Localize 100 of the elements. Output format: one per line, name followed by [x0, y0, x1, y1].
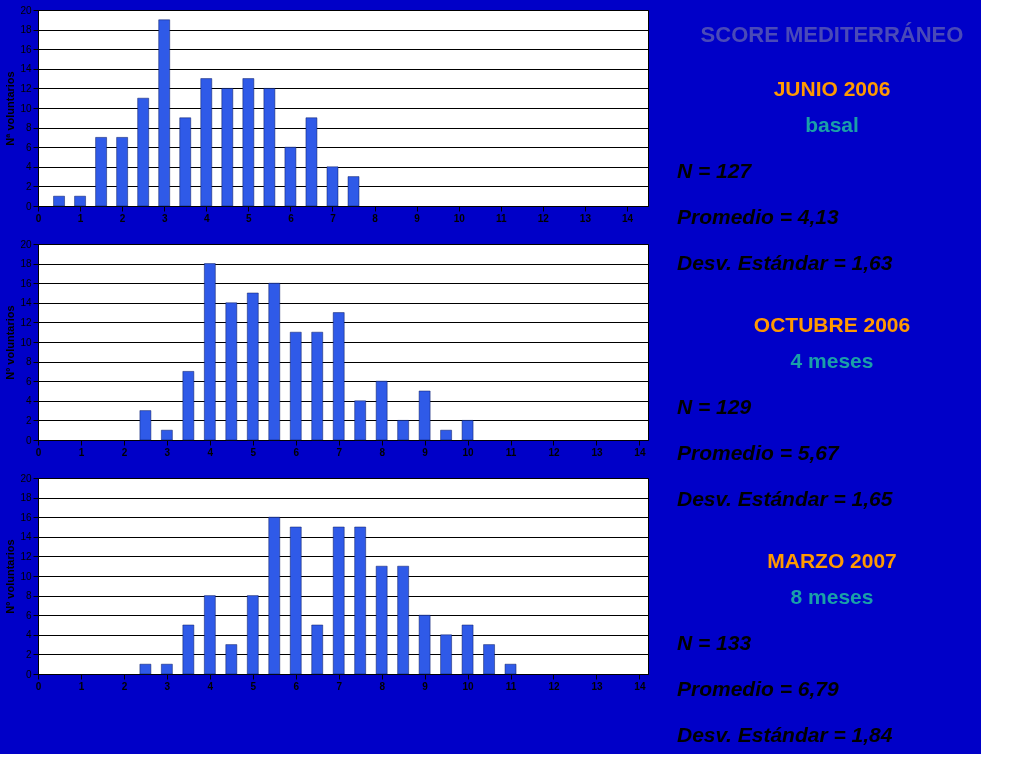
- y-tick-label: 14: [20, 297, 32, 309]
- x-tick-label: 1: [77, 212, 84, 224]
- bar: [247, 292, 259, 441]
- bar: [332, 526, 345, 675]
- x-tick-label: 9: [414, 212, 421, 224]
- bar: [418, 614, 431, 675]
- text: Promedio = 5,67: [677, 441, 840, 464]
- bar: [483, 644, 495, 675]
- bar: [182, 624, 195, 675]
- text: basal: [805, 113, 859, 136]
- bar: [284, 146, 297, 207]
- bar: [225, 302, 238, 441]
- bar: [139, 663, 152, 675]
- text: JUNIO 2006: [773, 77, 891, 100]
- x-tick-label: 2: [119, 212, 126, 224]
- text: Desv. Estándar = 1,65: [677, 487, 893, 510]
- bar: [504, 663, 517, 675]
- x-tick-label: 3: [164, 680, 171, 692]
- x-tick-label: 7: [336, 680, 343, 692]
- y-tick-label: 12: [20, 82, 32, 94]
- x-tick-label: 8: [379, 446, 386, 458]
- bar: [347, 176, 360, 207]
- y-tick-label: 2: [25, 414, 32, 426]
- y-tick-label: 6: [25, 375, 32, 387]
- y-tick-label: 12: [20, 316, 32, 328]
- x-tick-label: 11: [505, 680, 517, 692]
- bar: [290, 526, 302, 675]
- x-tick-label: 8: [379, 680, 386, 692]
- bar: [204, 595, 216, 675]
- bar: [137, 97, 149, 207]
- x-tick-label: 14: [634, 680, 646, 692]
- y-tick-label: 20: [20, 472, 32, 484]
- y-tick-label: 2: [25, 648, 32, 660]
- x-tick-label: 3: [164, 446, 171, 458]
- x-tick-label: 2: [121, 446, 128, 458]
- x-tick-label: 11: [505, 446, 517, 458]
- bar: [461, 624, 474, 675]
- y-tick-label: 16: [20, 43, 32, 55]
- text: N = 129: [677, 395, 752, 418]
- x-tick-label: 1: [78, 680, 85, 692]
- text: Promedio = 6,79: [677, 677, 839, 700]
- bar: [179, 117, 191, 207]
- bar: [242, 78, 255, 207]
- bar: [397, 565, 409, 675]
- y-tick-label: 0: [25, 668, 32, 680]
- bar: [221, 88, 234, 207]
- y-tick-label: 10: [20, 336, 32, 348]
- x-tick-label: 14: [634, 446, 646, 458]
- x-tick-label: 9: [422, 680, 429, 692]
- y-tick-label: 2: [25, 180, 32, 192]
- bar: [397, 420, 409, 441]
- bar: [158, 19, 170, 207]
- bar: [95, 137, 107, 207]
- bar: [247, 595, 259, 675]
- bar: [332, 312, 345, 441]
- y-tick-label: 18: [20, 24, 32, 36]
- y-tick-label: 0: [25, 434, 32, 446]
- x-tick-label: 4: [207, 680, 214, 692]
- y-tick-label: 4: [25, 629, 32, 641]
- x-tick-label: 12: [548, 680, 560, 692]
- x-tick-label: 12: [537, 212, 550, 224]
- bar: [440, 429, 452, 441]
- y-tick-label: 6: [25, 141, 32, 153]
- bar: [268, 282, 281, 441]
- y-axis-title: Nª voluntarios: [4, 71, 17, 146]
- y-tick-label: 14: [20, 63, 32, 75]
- y-tick-label: 10: [20, 570, 32, 582]
- bar: [418, 390, 431, 441]
- bar: [161, 663, 173, 675]
- x-tick-label: 4: [207, 446, 214, 458]
- bar: [440, 634, 452, 675]
- text: Desv. Estándar = 1,63: [677, 251, 893, 274]
- x-tick-label: 11: [495, 212, 507, 224]
- x-tick-label: 0: [35, 446, 42, 458]
- x-tick-label: 1: [78, 446, 85, 458]
- bar: [290, 331, 302, 441]
- x-tick-label: 6: [288, 212, 295, 224]
- bar: [375, 380, 388, 441]
- text: N = 133: [677, 631, 752, 654]
- text: MARZO 2007: [767, 549, 897, 572]
- bar: [354, 400, 366, 441]
- y-tick-label: 18: [20, 258, 32, 270]
- text: N = 127: [677, 159, 753, 182]
- x-tick-label: 0: [35, 212, 42, 224]
- y-tick-label: 12: [20, 550, 32, 562]
- x-tick-label: 14: [621, 212, 634, 224]
- y-tick-label: 20: [20, 4, 32, 16]
- y-tick-label: 8: [25, 356, 32, 368]
- y-tick-label: 0: [25, 200, 32, 212]
- x-tick-label: 5: [246, 212, 253, 224]
- bar: [311, 624, 323, 675]
- bar: [161, 429, 173, 441]
- text: OCTUBRE 2006: [753, 313, 911, 336]
- text: Desv. Estándar = 1,84: [677, 723, 893, 746]
- bar: [74, 195, 86, 207]
- x-tick-label: 13: [579, 212, 592, 224]
- x-tick-label: 6: [293, 680, 300, 692]
- bar: [182, 371, 195, 441]
- text: 8 meses: [790, 585, 874, 608]
- bar: [53, 195, 65, 207]
